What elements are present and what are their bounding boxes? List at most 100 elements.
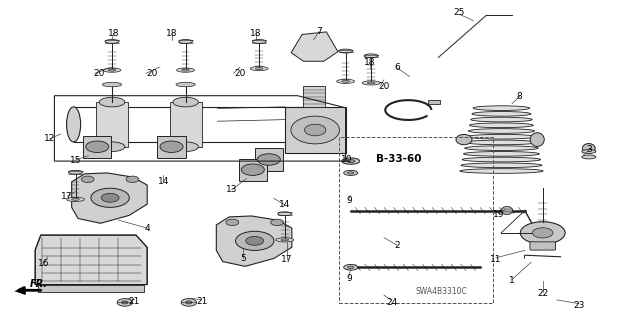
Text: 24: 24 — [386, 298, 397, 307]
Ellipse shape — [291, 116, 339, 144]
Text: SWA4B3310C: SWA4B3310C — [416, 287, 468, 296]
Ellipse shape — [468, 129, 534, 133]
Ellipse shape — [255, 68, 263, 70]
Ellipse shape — [501, 207, 513, 214]
Text: 3: 3 — [586, 145, 591, 154]
Polygon shape — [72, 173, 147, 223]
Ellipse shape — [462, 157, 541, 162]
Circle shape — [81, 176, 94, 182]
Circle shape — [86, 141, 109, 152]
Polygon shape — [291, 32, 338, 61]
Text: 18: 18 — [108, 29, 120, 38]
Text: 7: 7 — [316, 27, 321, 36]
Circle shape — [122, 301, 128, 304]
Ellipse shape — [108, 69, 116, 71]
Text: 17: 17 — [61, 192, 73, 201]
Ellipse shape — [68, 170, 83, 174]
Circle shape — [117, 299, 132, 306]
Text: 20: 20 — [378, 82, 390, 91]
Text: 4: 4 — [145, 224, 150, 233]
Text: 11: 11 — [490, 255, 502, 263]
Ellipse shape — [463, 152, 540, 156]
Text: 16: 16 — [38, 259, 49, 268]
Ellipse shape — [176, 82, 195, 87]
Text: 2: 2 — [394, 241, 399, 250]
Bar — [83, 136, 111, 158]
Ellipse shape — [466, 140, 537, 145]
Ellipse shape — [465, 146, 538, 151]
Text: 19: 19 — [493, 210, 505, 219]
Text: 18: 18 — [250, 29, 262, 38]
Circle shape — [532, 228, 553, 238]
Bar — [157, 136, 186, 158]
Bar — [239, 159, 267, 181]
Text: 23: 23 — [573, 301, 585, 310]
Text: 25: 25 — [454, 8, 465, 17]
Ellipse shape — [472, 112, 531, 116]
Ellipse shape — [99, 97, 125, 107]
Circle shape — [160, 141, 183, 152]
Circle shape — [181, 299, 196, 306]
Circle shape — [91, 188, 129, 207]
Ellipse shape — [103, 68, 121, 72]
Ellipse shape — [250, 66, 268, 70]
Ellipse shape — [67, 197, 84, 202]
Circle shape — [126, 176, 139, 182]
Ellipse shape — [342, 158, 360, 164]
Ellipse shape — [72, 198, 79, 200]
Bar — [170, 102, 202, 147]
Text: 6: 6 — [394, 63, 399, 72]
Text: 12: 12 — [44, 134, 56, 143]
Text: 13: 13 — [226, 185, 237, 194]
Text: 9: 9 — [346, 274, 351, 283]
Ellipse shape — [344, 170, 358, 175]
Ellipse shape — [344, 264, 358, 270]
Polygon shape — [216, 216, 292, 266]
Circle shape — [226, 219, 239, 226]
Bar — [96, 102, 128, 147]
Ellipse shape — [362, 81, 380, 85]
Text: 8: 8 — [517, 92, 522, 101]
Text: 14: 14 — [279, 200, 291, 209]
Text: 14: 14 — [157, 177, 169, 186]
Ellipse shape — [252, 40, 266, 43]
Ellipse shape — [582, 150, 596, 153]
Ellipse shape — [337, 79, 355, 84]
Text: B-33-60: B-33-60 — [376, 154, 422, 165]
Circle shape — [236, 231, 274, 250]
Text: 20: 20 — [234, 69, 246, 78]
Ellipse shape — [461, 163, 542, 167]
Circle shape — [520, 222, 565, 244]
Ellipse shape — [348, 266, 354, 269]
Ellipse shape — [278, 212, 292, 216]
Ellipse shape — [179, 40, 193, 43]
Ellipse shape — [471, 117, 532, 122]
Text: 10: 10 — [341, 155, 353, 164]
Ellipse shape — [67, 107, 81, 142]
Ellipse shape — [339, 49, 353, 53]
Bar — [74, 107, 307, 142]
Ellipse shape — [281, 239, 289, 241]
Bar — [303, 86, 326, 107]
Text: 18: 18 — [166, 29, 177, 38]
Ellipse shape — [347, 160, 355, 163]
Ellipse shape — [102, 82, 122, 87]
Text: 18: 18 — [364, 58, 376, 67]
Text: 22: 22 — [537, 289, 548, 298]
Bar — [428, 100, 440, 104]
Ellipse shape — [470, 123, 533, 128]
Ellipse shape — [530, 133, 544, 146]
Ellipse shape — [367, 82, 375, 84]
Text: 5: 5 — [241, 254, 246, 263]
Polygon shape — [35, 235, 147, 285]
Ellipse shape — [473, 106, 530, 110]
Text: 21: 21 — [196, 297, 207, 306]
Text: 9: 9 — [346, 196, 351, 205]
Ellipse shape — [342, 80, 349, 82]
Ellipse shape — [276, 238, 294, 242]
Bar — [255, 148, 283, 171]
Circle shape — [241, 164, 264, 175]
Ellipse shape — [456, 134, 472, 145]
Bar — [339, 137, 493, 303]
Circle shape — [257, 154, 280, 165]
